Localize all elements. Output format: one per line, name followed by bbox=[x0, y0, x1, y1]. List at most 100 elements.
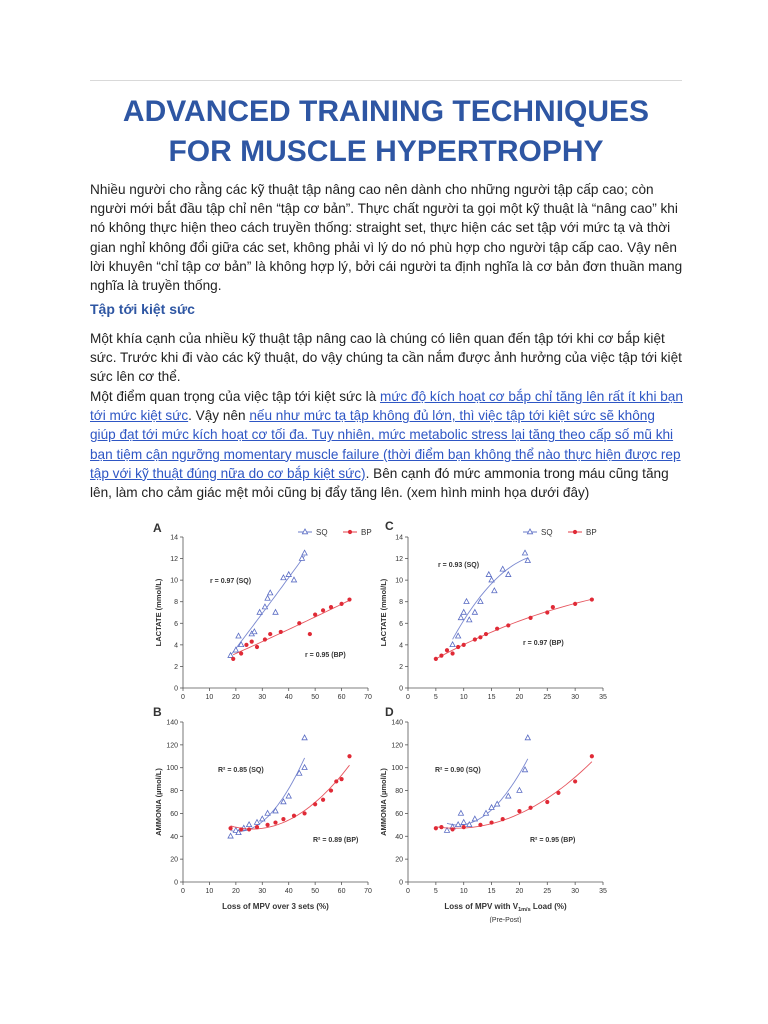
point bbox=[472, 637, 477, 642]
fit-line bbox=[452, 557, 528, 640]
y-tick-label: 80 bbox=[395, 788, 403, 795]
point bbox=[339, 601, 344, 606]
point bbox=[328, 605, 334, 610]
annotation: R² = 0.90 (SQ) bbox=[435, 767, 481, 774]
point bbox=[439, 825, 444, 830]
point bbox=[228, 826, 233, 831]
y-tick-label: 8 bbox=[174, 599, 178, 606]
x-tick-label: 0 bbox=[181, 888, 185, 895]
point bbox=[488, 576, 495, 583]
y-tick-label: 0 bbox=[174, 880, 178, 887]
x-tick-label: 20 bbox=[232, 694, 240, 701]
point bbox=[517, 809, 522, 814]
text: . Bên cạnh đó mức ammonia trong máu cũng… bbox=[90, 465, 669, 501]
x-tick-label: 10 bbox=[206, 888, 214, 895]
x-tick-label: 15 bbox=[488, 694, 496, 701]
x-tick-label: 60 bbox=[338, 888, 346, 895]
point bbox=[471, 815, 479, 822]
point bbox=[254, 644, 260, 650]
text: Một điểm quan trọng của việc tập tới kiệ… bbox=[90, 389, 381, 404]
y-tick-label: 12 bbox=[395, 556, 403, 563]
fit-line bbox=[230, 757, 306, 832]
point bbox=[268, 631, 273, 637]
y-tick-label: 40 bbox=[170, 834, 178, 841]
x-tick-label: 70 bbox=[364, 694, 372, 701]
point bbox=[272, 807, 279, 814]
point bbox=[521, 549, 529, 556]
panel-letter: D bbox=[385, 705, 394, 719]
point bbox=[227, 651, 234, 658]
point bbox=[298, 554, 306, 561]
point bbox=[433, 826, 438, 831]
point bbox=[499, 565, 506, 572]
point bbox=[266, 589, 274, 596]
x-axis-note: (Pre-Post) bbox=[490, 917, 522, 923]
point bbox=[443, 826, 451, 833]
x-axis-label: Loss of MPV with V1m/s Load (%) bbox=[444, 902, 567, 913]
intro-paragraph: Nhiều người cho rằng các kỹ thuật tập nâ… bbox=[90, 182, 683, 294]
point bbox=[495, 626, 500, 631]
point bbox=[273, 820, 278, 825]
y-tick-label: 10 bbox=[395, 578, 403, 585]
point bbox=[457, 809, 465, 816]
legend-marker bbox=[301, 528, 309, 535]
x-tick-label: 30 bbox=[571, 694, 579, 701]
point bbox=[278, 629, 283, 635]
x-axis-label-part: Loss of MPV with V bbox=[444, 902, 518, 911]
point bbox=[259, 815, 266, 822]
x-tick-label: 10 bbox=[206, 694, 214, 701]
point bbox=[301, 734, 308, 741]
point bbox=[280, 574, 287, 581]
point bbox=[264, 594, 271, 601]
x-tick-label: 5 bbox=[434, 888, 438, 895]
point bbox=[235, 829, 242, 836]
y-tick-label: 60 bbox=[395, 811, 403, 818]
point bbox=[506, 623, 511, 628]
x-axis-label-part: Load (%) bbox=[531, 902, 567, 911]
x-tick-label: 10 bbox=[460, 694, 468, 701]
annotation: r = 0.97 (BP) bbox=[523, 640, 564, 647]
point bbox=[477, 597, 484, 604]
x-tick-label: 15 bbox=[488, 888, 496, 895]
point bbox=[524, 734, 532, 741]
point bbox=[573, 601, 578, 606]
point bbox=[485, 570, 493, 577]
y-tick-label: 4 bbox=[399, 642, 403, 649]
point bbox=[545, 799, 550, 805]
point bbox=[256, 608, 263, 615]
title-line: FOR MUSCLE HYPERTROPHY bbox=[168, 135, 604, 168]
link[interactable]: nếu như mức tạ tập không đủ lớn, thì việ… bbox=[90, 408, 681, 481]
point bbox=[460, 608, 467, 615]
point bbox=[500, 817, 505, 822]
point bbox=[454, 821, 462, 828]
legend-label: SQ bbox=[541, 528, 553, 537]
y-axis-label: LACTATE (mmol/L) bbox=[379, 578, 388, 646]
point bbox=[516, 786, 523, 793]
point bbox=[231, 656, 236, 661]
y-tick-label: 14 bbox=[395, 535, 403, 542]
panel-letter: A bbox=[153, 521, 162, 535]
panel-letter: C bbox=[385, 519, 394, 533]
annotation: r = 0.93 (SQ) bbox=[438, 562, 479, 569]
point bbox=[237, 641, 245, 648]
text: . Vậy nên bbox=[188, 408, 250, 424]
fit-line bbox=[435, 598, 593, 660]
x-tick-label: 35 bbox=[599, 694, 607, 701]
y-tick-label: 6 bbox=[399, 621, 403, 628]
y-tick-label: 120 bbox=[166, 742, 178, 749]
y-tick-label: 0 bbox=[399, 686, 403, 693]
y-tick-label: 20 bbox=[395, 857, 403, 864]
point bbox=[320, 797, 326, 802]
point bbox=[281, 817, 286, 822]
x-tick-label: 10 bbox=[460, 888, 468, 895]
point bbox=[291, 813, 297, 818]
y-tick-label: 100 bbox=[391, 765, 403, 772]
y-tick-label: 4 bbox=[174, 642, 178, 649]
y-tick-label: 0 bbox=[399, 880, 403, 887]
point bbox=[488, 803, 495, 810]
point bbox=[528, 805, 533, 810]
point bbox=[301, 549, 308, 556]
legend-label: BP bbox=[361, 528, 372, 537]
link[interactable]: mức độ kích hoạt cơ bắp chỉ tăng lên rất… bbox=[90, 389, 683, 424]
